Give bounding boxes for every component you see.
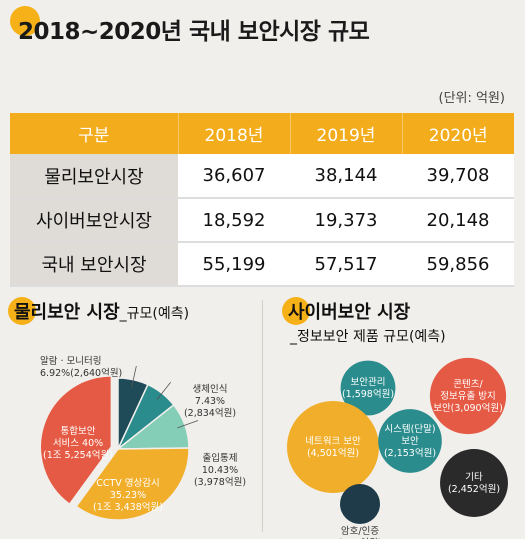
section-title-main: 물리보안 시장: [14, 302, 120, 323]
table-cell: 36,607: [178, 154, 290, 199]
bubble-label: 네트워크 보안 (4,501억원): [305, 436, 361, 459]
unit-label: (단위: 억원): [438, 91, 506, 106]
pie-slice: [75, 447, 190, 521]
table-cell: 19,373: [290, 198, 402, 243]
section-title-sub: _규모(예측): [119, 306, 190, 322]
table-cell: 20,148: [402, 198, 514, 243]
column-header: 구분: [10, 113, 179, 154]
cyber-security-title: 사이버보안 시장: [288, 302, 411, 323]
pie-slice: [39, 375, 113, 506]
bubble: [429, 357, 507, 435]
table-cell: 59,856: [402, 242, 514, 287]
column-header: 2019년: [290, 113, 403, 154]
cyber-security-subtitle: _정보보안 제품 규모(예측): [290, 329, 446, 345]
pie-slice-label: CCTV 영상감시 35.23% (1조 3,438억원): [93, 477, 163, 513]
row-header: 물리보안시장: [10, 154, 178, 199]
leader-line: [177, 420, 199, 429]
table-cell: 39,708: [402, 154, 514, 199]
section-accent-dot: [282, 297, 310, 325]
bubble-label: 시스템(단말) 보안 (2,153억원): [384, 423, 436, 459]
bubble: [339, 483, 381, 525]
leader-line: [131, 365, 137, 388]
physical-security-title: 물리보안 시장_규모(예측): [14, 298, 189, 324]
column-header: 2018년: [178, 113, 291, 154]
table-cell: 18,592: [178, 198, 290, 243]
leader-line: [156, 382, 171, 400]
section-accent-dot: [8, 297, 36, 325]
bubble-label: 보안관리 (1,598억원): [342, 377, 394, 400]
bubble-label: 암호/인증(851억원): [338, 525, 381, 539]
table-cell: 38,144: [290, 154, 402, 199]
table-header-row: 구분 2018년 2019년 2020년: [10, 113, 514, 154]
table-row: 국내 보안시장 55,199 57,517 59,856: [10, 242, 514, 287]
table-row: 물리보안시장 36,607 38,144 39,708: [10, 154, 514, 199]
title-accent-dot: [10, 6, 40, 36]
table-row: 사이버보안시장 18,592 19,373 20,148: [10, 198, 514, 243]
bubble-label: 콘텐츠/정보유출 방지 보안(3,090억원): [433, 379, 503, 414]
bubble: [440, 449, 508, 517]
bubble-label: 기타 (2,452억원): [448, 472, 500, 495]
pie-slice-label: 생체인식 7.43% (2,834억원): [184, 384, 236, 419]
column-header: 2020년: [402, 113, 514, 154]
bubble: [378, 409, 442, 473]
bubble: [340, 360, 396, 416]
page-title: 2018~2020년 국내 보안시장 규모: [18, 19, 370, 45]
table-cell: 55,199: [178, 242, 290, 287]
section-divider: [262, 300, 263, 532]
market-size-table: 구분 2018년 2019년 2020년 물리보안시장 36,607 38,14…: [10, 113, 514, 287]
row-header: 국내 보안시장: [10, 242, 178, 287]
row-header: 사이버보안시장: [10, 198, 178, 243]
bubble: [287, 401, 379, 493]
table-cell: 57,517: [290, 242, 402, 287]
pie-slice-label: 출입통제 10.43% (3,978억원): [194, 452, 246, 488]
pie-slice-label: 통합보안 서비스 40% (1조 5,254억원): [43, 426, 113, 461]
